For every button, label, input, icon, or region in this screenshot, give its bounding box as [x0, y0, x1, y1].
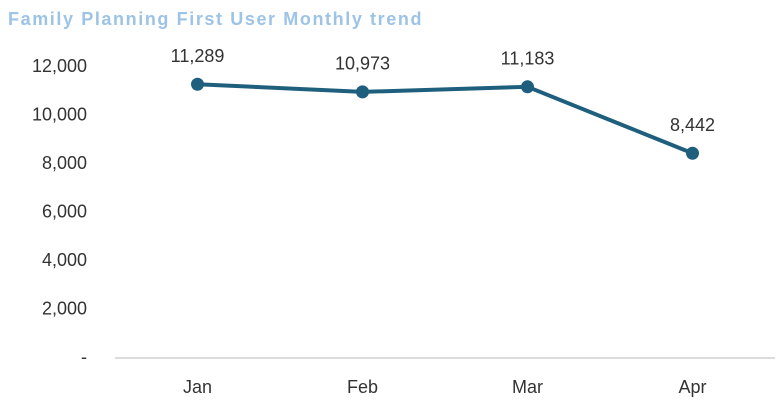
data-label: 11,289	[171, 46, 225, 66]
y-tick-label: 8,000	[42, 153, 87, 173]
y-tick-label: -	[81, 347, 87, 367]
x-tick-label: Apr	[678, 377, 706, 397]
point	[356, 85, 369, 99]
chart-title: Family Planning First User Monthly trend	[8, 9, 423, 29]
data-label: 10,973	[335, 54, 390, 74]
y-tick-label: 2,000	[42, 298, 87, 318]
data-label: 8,442	[670, 115, 715, 135]
x-tick-label: Feb	[347, 377, 378, 397]
point	[191, 77, 204, 91]
y-tick-label: 4,000	[42, 250, 87, 270]
point	[521, 80, 534, 94]
line	[197, 82, 694, 156]
y-tick-label: 10,000	[32, 104, 87, 124]
point	[686, 146, 699, 160]
y-tick-label: 12,000	[32, 56, 87, 76]
x-tick-label: Mar	[512, 377, 543, 397]
x-tick-label: Jan	[183, 377, 212, 397]
y-tick-label: 6,000	[42, 201, 87, 221]
data-label: 11,183	[501, 49, 555, 69]
